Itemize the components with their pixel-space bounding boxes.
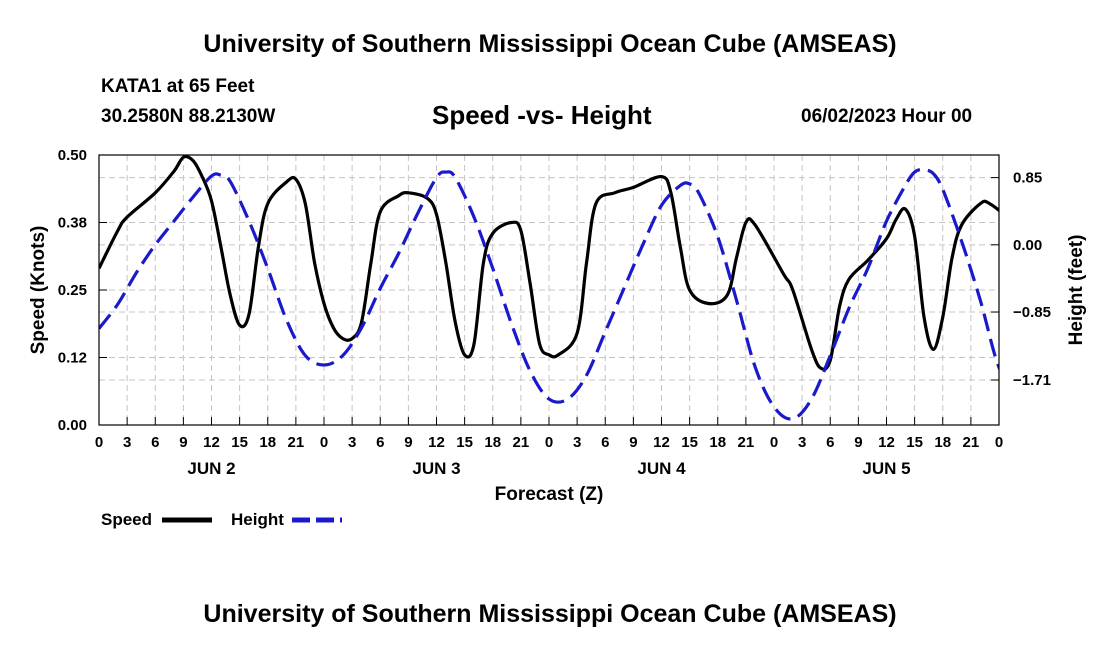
x-tick-label: 9 xyxy=(854,434,862,451)
series-line-speed xyxy=(99,155,999,371)
y-axis-label-right: Height (feet) xyxy=(1066,235,1087,346)
x-tick-label: 15 xyxy=(681,434,698,451)
x-tick-label: 3 xyxy=(798,434,806,451)
forecast-datetime: 06/02/2023 Hour 00 xyxy=(801,106,973,127)
x-day-label: JUN 5 xyxy=(862,459,910,478)
x-tick-label: 12 xyxy=(428,434,445,451)
y-left-tick-label: 0.12 xyxy=(58,350,87,367)
x-tick-label: 15 xyxy=(456,434,473,451)
x-tick-label: 0 xyxy=(995,434,1003,451)
series-line-height xyxy=(99,167,999,421)
x-tick-label: 9 xyxy=(629,434,637,451)
station-coordinates: 30.2580N 88.2130W xyxy=(101,106,276,127)
x-tick-label: 6 xyxy=(601,434,609,451)
x-tick-label: 0 xyxy=(320,434,328,451)
x-day-label: JUN 3 xyxy=(412,459,460,478)
x-tick-label: 21 xyxy=(738,434,755,451)
x-tick-label: 0 xyxy=(545,434,553,451)
y-right-tick-label: −0.85 xyxy=(1013,304,1051,321)
footer-title: University of Southern Mississippi Ocean… xyxy=(203,600,897,628)
x-tick-label: 3 xyxy=(573,434,581,451)
y-left-tick-label: 0.25 xyxy=(58,282,87,299)
x-tick-label: 9 xyxy=(404,434,412,451)
x-tick-label: 21 xyxy=(963,434,980,451)
x-tick-label: 12 xyxy=(203,434,220,451)
x-tick-label: 0 xyxy=(95,434,103,451)
x-tick-label: 6 xyxy=(151,434,159,451)
x-tick-label: 0 xyxy=(770,434,778,451)
x-day-label: JUN 2 xyxy=(187,459,235,478)
legend-label-speed: Speed xyxy=(101,510,152,529)
chart-axes: 0 3 6 9 12 15 18 21 0 3 6 9 12 15 18 21 0 3 6 9 12 15 18 21 0 3 6 9… xyxy=(58,147,1051,478)
x-tick-label: 12 xyxy=(878,434,895,451)
x-tick-label: 18 xyxy=(934,434,951,451)
chart-legend: Speed Height xyxy=(101,510,342,529)
chart-title: University of Southern Mississippi Ocean… xyxy=(203,30,897,58)
y-axis-label-left: Speed (Knots) xyxy=(28,226,49,355)
y-left-tick-label: 0.00 xyxy=(58,417,87,434)
legend-label-height: Height xyxy=(231,510,284,529)
x-tick-label: 6 xyxy=(826,434,834,451)
x-tick-label: 3 xyxy=(348,434,356,451)
y-right-tick-label: −1.71 xyxy=(1013,372,1051,389)
x-tick-label: 9 xyxy=(179,434,187,451)
x-tick-label: 6 xyxy=(376,434,384,451)
x-tick-label: 12 xyxy=(653,434,670,451)
x-tick-label: 21 xyxy=(288,434,305,451)
x-tick-label: 15 xyxy=(906,434,923,451)
x-tick-label: 18 xyxy=(259,434,276,451)
x-tick-label: 15 xyxy=(231,434,248,451)
x-tick-label: 21 xyxy=(513,434,530,451)
y-right-tick-label: 0.85 xyxy=(1013,170,1042,187)
y-left-tick-label: 0.38 xyxy=(58,215,87,232)
chart-subtitle: Speed -vs- Height xyxy=(432,100,652,130)
x-tick-label: 18 xyxy=(709,434,726,451)
y-right-tick-label: 0.00 xyxy=(1013,237,1042,254)
station-name: KATA1 at 65 Feet xyxy=(101,76,255,97)
chart-grid xyxy=(99,155,999,425)
x-axis-label: Forecast (Z) xyxy=(495,484,604,505)
x-tick-label: 18 xyxy=(484,434,501,451)
x-tick-label: 3 xyxy=(123,434,131,451)
chart-series xyxy=(99,155,999,421)
y-left-tick-label: 0.50 xyxy=(58,147,87,164)
x-day-label: JUN 4 xyxy=(637,459,686,478)
